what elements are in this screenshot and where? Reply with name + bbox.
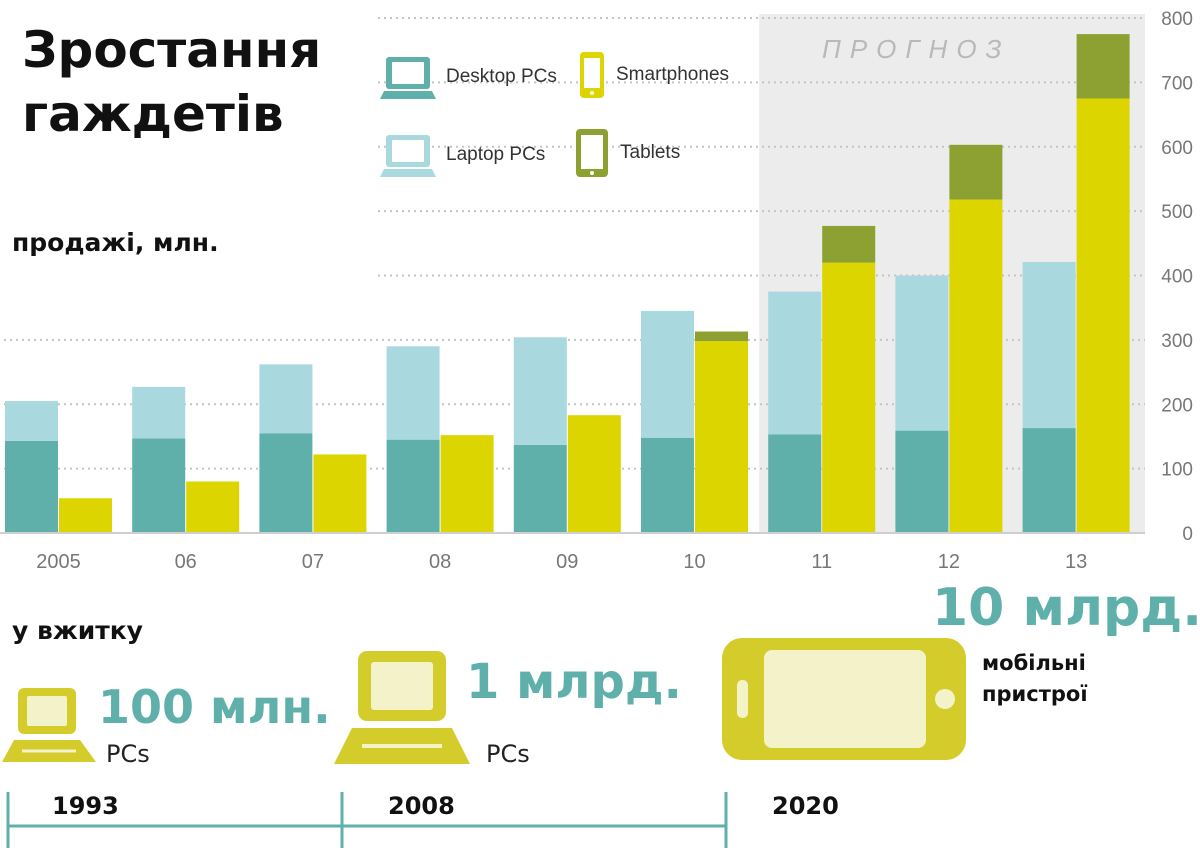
y-tick-label: 100 [1161, 460, 1193, 481]
y-tick-label: 600 [1161, 138, 1193, 159]
bar-tablets-10 [695, 331, 748, 342]
bar-smartphones-12 [949, 199, 1003, 533]
x-axis-ticks: 2005 06 07 08 09 10 11 12 13 [36, 551, 1087, 573]
bar-laptop-pcs-09 [513, 337, 567, 445]
y-tick-label: 400 [1161, 267, 1193, 288]
laptop-large-icon [334, 651, 470, 764]
y-axis-ticks: 0 100 200 300 400 500 600 700 800 [1161, 9, 1193, 545]
page-title: Зростання гаждетів [22, 18, 321, 146]
y-tick-label: 200 [1161, 395, 1193, 416]
bar-laptop-pcs-08 [386, 346, 440, 440]
legend-laptop-label: Laptop PCs [446, 144, 546, 165]
bar-smartphones-06 [186, 481, 240, 533]
year-1993: 1993 [52, 792, 119, 820]
bar-smartphones-11 [822, 262, 876, 533]
legend-tablets-label: Tablets [620, 142, 681, 163]
x-tick-label: 06 [175, 551, 197, 573]
legend-laptop: Laptop PCs [380, 132, 545, 178]
x-tick-label: 11 [811, 551, 832, 573]
bar-laptop-pcs-06 [132, 386, 186, 439]
x-tick-label: 12 [938, 551, 960, 573]
y-tick-label: 300 [1161, 331, 1193, 352]
year-2008: 2008 [388, 792, 455, 820]
bar-desktop-pcs-10 [641, 437, 694, 533]
timeline [6, 792, 728, 848]
mobile-caption-line-2: пристрої [982, 682, 1088, 706]
legend-desktop: Desktop PCs [380, 54, 557, 100]
milestone-caption-2008: PCs [486, 740, 530, 768]
y-tick-label: 0 [1182, 524, 1193, 545]
bar-tablets-12 [949, 144, 1003, 200]
title-line-1: Зростання [22, 21, 322, 79]
smartphone-icon [580, 52, 604, 98]
bar-laptop-pcs-07 [259, 364, 313, 434]
bar-tablets-11 [822, 225, 876, 263]
title-line-2: гаждетів [22, 85, 284, 143]
y-tick-label: 800 [1161, 9, 1193, 30]
legend-tablets: Tablets [574, 127, 680, 179]
x-tick-label: 07 [302, 551, 324, 573]
x-tick-label: 2005 [36, 551, 81, 573]
milestone-amount-2008: 1 млрд. [466, 654, 682, 710]
milestone-amount-1993: 100 млн. [98, 680, 331, 734]
legend-smartphones: Smartphones [578, 50, 729, 100]
bar-smartphones-07 [313, 454, 367, 533]
y-tick-label: 700 [1161, 73, 1193, 94]
bar-laptop-pcs-2005 [5, 401, 58, 441]
mobile-caption-line-1: мобільні [982, 651, 1086, 675]
desktop-icon [380, 57, 436, 99]
bar-desktop-pcs-11 [768, 434, 822, 533]
bar-desktop-pcs-09 [513, 444, 567, 533]
year-2020: 2020 [772, 792, 839, 820]
bar-smartphones-09 [567, 415, 621, 533]
bar-desktop-pcs-2005 [5, 440, 58, 533]
milestone-caption-1993: PCs [106, 740, 150, 768]
bar-smartphones-10 [695, 341, 748, 533]
smartphone-large-icon [722, 638, 966, 760]
legend-desktop-label: Desktop PCs [446, 66, 557, 87]
bar-laptop-pcs-11 [768, 291, 822, 435]
x-tick-label: 13 [1065, 551, 1087, 573]
laptop-small-icon [2, 688, 96, 762]
bar-desktop-pcs-13 [1022, 428, 1076, 533]
bar-desktop-pcs-08 [386, 439, 440, 533]
x-tick-label: 08 [429, 551, 451, 573]
bar-desktop-pcs-07 [259, 433, 313, 533]
chart-bars [5, 34, 1130, 533]
laptop-icon [380, 135, 436, 177]
bar-smartphones-2005 [59, 498, 112, 533]
bar-laptop-pcs-12 [895, 275, 949, 431]
bar-smartphones-08 [440, 435, 494, 533]
bar-laptop-pcs-13 [1022, 261, 1076, 429]
x-tick-label: 09 [556, 551, 578, 573]
tablet-icon [576, 129, 608, 177]
forecast-label: ПРОГНОЗ [822, 34, 1011, 64]
y-tick-label: 500 [1161, 202, 1193, 223]
chart-subtitle: продажі, млн. [12, 228, 219, 257]
bar-laptop-pcs-10 [641, 310, 694, 438]
usage-label: у вжитку [12, 616, 143, 645]
x-tick-label: 10 [683, 551, 705, 573]
milestone-caption-2020: мобільні пристрої [982, 648, 1088, 710]
bar-tablets-13 [1076, 34, 1130, 99]
legend-smartphones-label: Smartphones [616, 64, 730, 85]
bar-desktop-pcs-12 [895, 430, 949, 533]
bar-smartphones-13 [1076, 98, 1130, 533]
milestone-amount-2020: 10 млрд. [932, 578, 1200, 638]
bar-desktop-pcs-06 [132, 438, 186, 533]
